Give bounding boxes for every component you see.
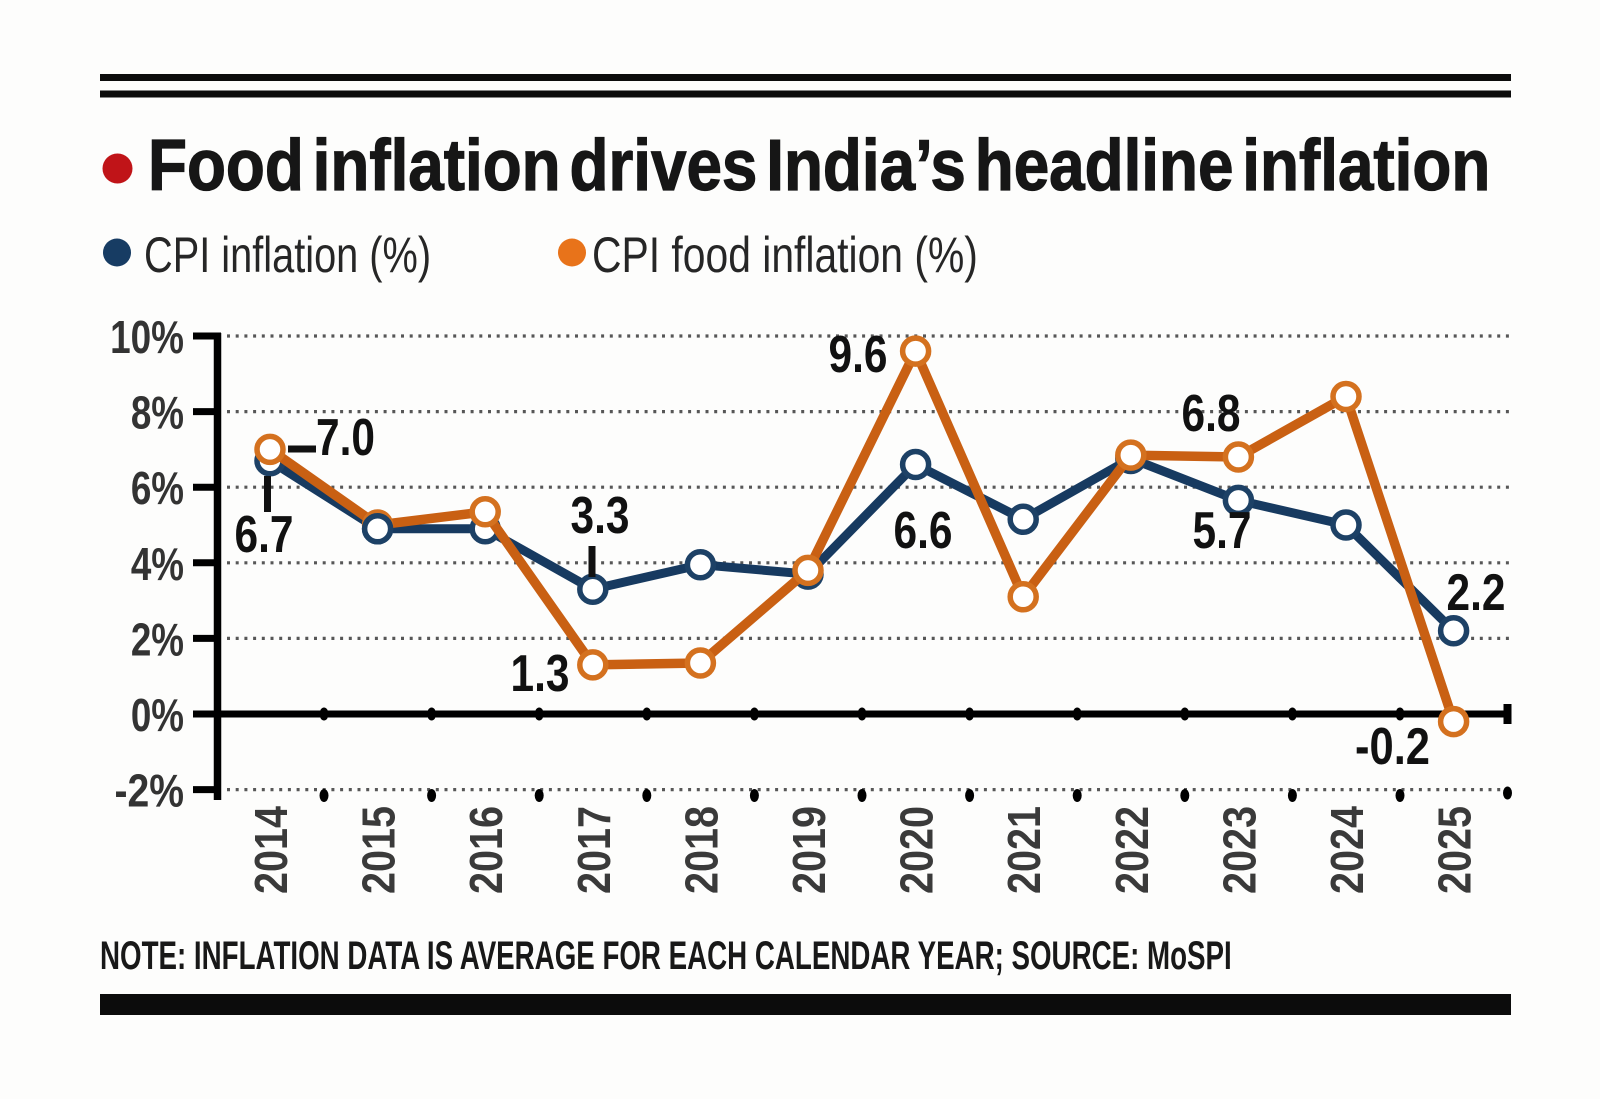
- svg-text:9.6: 9.6: [829, 326, 888, 384]
- svg-text:2%: 2%: [131, 613, 184, 665]
- svg-text:7.0: 7.0: [316, 409, 375, 467]
- svg-text:2015: 2015: [354, 806, 405, 894]
- svg-text:6.6: 6.6: [894, 502, 953, 560]
- svg-text:2016: 2016: [461, 806, 512, 894]
- svg-text:6.7: 6.7: [235, 506, 294, 564]
- svg-text:2019: 2019: [784, 806, 835, 894]
- svg-text:Food inflation drives India’s: Food inflation drives India’s headline i…: [148, 125, 1490, 205]
- svg-text:2022: 2022: [1107, 806, 1158, 894]
- svg-text:2025: 2025: [1430, 806, 1481, 894]
- svg-text:-2%: -2%: [114, 766, 184, 818]
- svg-text:6.8: 6.8: [1182, 385, 1241, 443]
- svg-text:2021: 2021: [999, 806, 1050, 894]
- svg-text:5.7: 5.7: [1193, 502, 1252, 560]
- svg-text:2020: 2020: [892, 806, 943, 894]
- svg-text:2017: 2017: [569, 806, 620, 894]
- svg-text:CPI inflation (%): CPI inflation (%): [144, 227, 431, 283]
- svg-text:1.3: 1.3: [511, 645, 570, 703]
- svg-text:2023: 2023: [1215, 806, 1266, 894]
- svg-text:2018: 2018: [677, 806, 728, 894]
- svg-text:8%: 8%: [131, 387, 184, 439]
- svg-text:NOTE: INFLATION DATA IS AVERAG: NOTE: INFLATION DATA IS AVERAGE FOR EACH…: [100, 934, 1232, 978]
- svg-text:4%: 4%: [131, 538, 184, 590]
- svg-text:6%: 6%: [131, 462, 184, 514]
- svg-text:10%: 10%: [110, 311, 184, 363]
- svg-text:-0.2: -0.2: [1355, 718, 1430, 775]
- svg-text:2014: 2014: [246, 806, 297, 894]
- svg-text:3.3: 3.3: [571, 487, 630, 545]
- svg-text:CPI food inflation (%): CPI food inflation (%): [592, 227, 978, 283]
- svg-text:0%: 0%: [131, 689, 184, 741]
- svg-text:2024: 2024: [1322, 806, 1373, 894]
- svg-text:2.2: 2.2: [1447, 564, 1506, 622]
